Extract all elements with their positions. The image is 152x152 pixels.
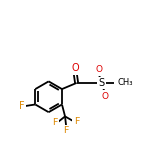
Text: F: F xyxy=(64,126,69,135)
Text: O: O xyxy=(101,92,108,100)
Text: O: O xyxy=(95,65,102,74)
Text: S: S xyxy=(98,78,105,88)
Text: CH₃: CH₃ xyxy=(118,78,133,87)
Text: F: F xyxy=(52,118,57,128)
Text: O: O xyxy=(71,63,79,73)
Text: F: F xyxy=(74,117,79,126)
Text: F: F xyxy=(19,101,24,111)
